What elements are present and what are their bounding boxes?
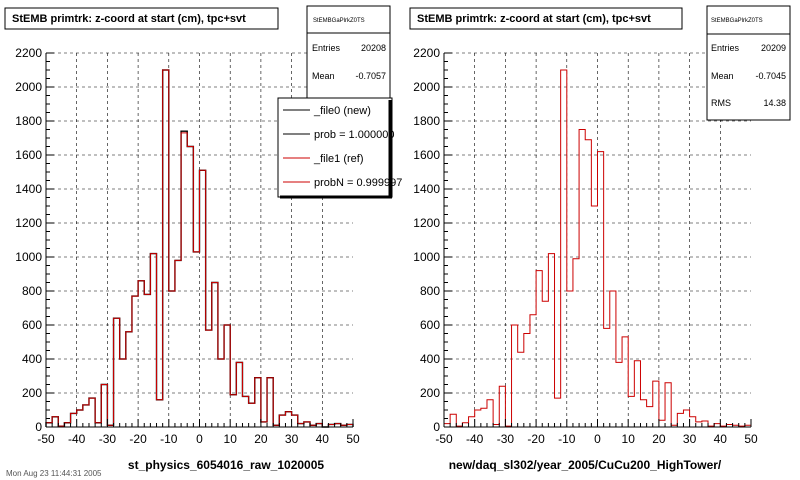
y-tick-label: 1200 — [15, 216, 42, 230]
x-tick-label: 40 — [714, 432, 728, 446]
legend-entry-probn: probN = 0.999997 — [314, 177, 402, 189]
right-histogram-panel: StEMB primtrk: z-coord at start (cm), tp… — [409, 5, 791, 472]
y-tick-label: 0 — [433, 420, 440, 434]
left-stats-header: StEMBGaPlrkZ0TS — [313, 18, 365, 24]
y-tick-label: 2200 — [413, 46, 440, 60]
legend-entry-prob: prob = 1.000000 — [314, 129, 394, 141]
left-axes — [45, 52, 354, 428]
histogram-series-0 — [443, 69, 752, 427]
y-tick-label: 1400 — [413, 182, 440, 196]
right-stats-box: StEMBGaPlrkZ0TS Entries 20209 Mean -0.70… — [706, 5, 791, 121]
x-tick-label: -10 — [558, 432, 576, 446]
left-title-box — [4, 7, 279, 30]
right-stats-entries-label: Entries — [711, 43, 740, 53]
x-tick-label: -40 — [466, 432, 484, 446]
right-stats-entries-value: 20209 — [761, 43, 786, 53]
legend-entry-file1: _file1 (ref) — [313, 153, 364, 165]
left-x-tick-labels: -50 -40 -30 -20 -10 0 10 20 30 40 50 — [37, 432, 360, 446]
y-tick-label: 200 — [420, 386, 440, 400]
x-tick-label: 0 — [594, 432, 601, 446]
x-tick-label: 30 — [285, 432, 299, 446]
x-tick-label: 50 — [346, 432, 360, 446]
left-x-axis-label: st_physics_6054016_raw_1020005 — [128, 458, 324, 472]
left-stats-mean-label: Mean — [312, 71, 335, 81]
x-tick-label: -50 — [435, 432, 453, 446]
y-tick-label: 800 — [420, 284, 440, 298]
legend-entry-file0: _file0 (new) — [313, 105, 371, 117]
y-tick-label: 1000 — [15, 250, 42, 264]
right-stats-rms-label: RMS — [711, 98, 731, 108]
right-x-axis-label: new/daq_sl302/year_2005/CuCu200_HighTowe… — [449, 458, 722, 472]
y-tick-label: 1200 — [413, 216, 440, 230]
y-tick-label: 1600 — [413, 148, 440, 162]
right-stats-rms-value: 14.38 — [763, 98, 786, 108]
x-tick-label: 50 — [744, 432, 758, 446]
right-stats-mean-value: -0.7045 — [755, 71, 786, 81]
left-y-tick-labels: 0 200 400 600 800 1000 1200 1400 1600 1800 2000 220… — [15, 46, 42, 434]
y-tick-label: 400 — [22, 352, 42, 366]
right-stats-header: StEMBGaPlrkZ0TS — [711, 18, 763, 24]
y-tick-label: 600 — [22, 318, 42, 332]
x-tick-label: 20 — [652, 432, 666, 446]
x-tick-label: -50 — [37, 432, 55, 446]
right-chart-title: StEMB primtrk: z-coord at start (cm), tp… — [417, 13, 651, 25]
right-histogram-bars — [443, 69, 752, 427]
left-legend: _file0 (new) prob = 1.000000 _file1 (ref… — [277, 97, 402, 199]
x-tick-label: 40 — [316, 432, 330, 446]
y-tick-label: 2000 — [413, 80, 440, 94]
x-tick-label: 10 — [224, 432, 238, 446]
x-tick-label: -20 — [129, 432, 147, 446]
y-tick-label: 2000 — [15, 80, 42, 94]
right-y-tick-labels: 0 200 400 600 800 1000 1200 1400 1600 1800 2000 220… — [413, 46, 440, 434]
right-title-box — [409, 7, 683, 30]
left-histogram-panel: StEMB primtrk: z-coord at start (cm), tp… — [4, 5, 402, 472]
x-tick-label: -20 — [527, 432, 545, 446]
left-stats-mean-value: -0.7057 — [355, 71, 386, 81]
y-tick-label: 1800 — [15, 114, 42, 128]
x-tick-label: -30 — [99, 432, 117, 446]
x-tick-label: -40 — [68, 432, 86, 446]
x-tick-label: 30 — [683, 432, 697, 446]
right-stats-mean-label: Mean — [711, 71, 734, 81]
y-tick-label: 200 — [22, 386, 42, 400]
x-tick-label: 20 — [254, 432, 268, 446]
y-tick-label: 1800 — [413, 114, 440, 128]
left-chart-title: StEMB primtrk: z-coord at start (cm), tp… — [12, 13, 246, 25]
y-tick-label: 0 — [35, 420, 42, 434]
footer-timestamp: Mon Aug 23 11:44:31 2005 — [6, 469, 102, 478]
right-axes — [443, 52, 752, 428]
y-tick-label: 1600 — [15, 148, 42, 162]
y-tick-label: 2200 — [15, 46, 42, 60]
y-tick-label: 1000 — [413, 250, 440, 264]
left-stats-entries-label: Entries — [312, 43, 341, 53]
y-tick-label: 800 — [22, 284, 42, 298]
y-tick-label: 1400 — [15, 182, 42, 196]
y-tick-label: 400 — [420, 352, 440, 366]
right-x-tick-labels: -50 -40 -30 -20 -10 0 10 20 30 40 50 — [435, 432, 758, 446]
left-stats-entries-value: 20208 — [361, 43, 386, 53]
x-tick-label: 10 — [622, 432, 636, 446]
y-tick-label: 600 — [420, 318, 440, 332]
x-tick-label: -10 — [160, 432, 178, 446]
x-tick-label: -30 — [497, 432, 515, 446]
x-tick-label: 0 — [196, 432, 203, 446]
